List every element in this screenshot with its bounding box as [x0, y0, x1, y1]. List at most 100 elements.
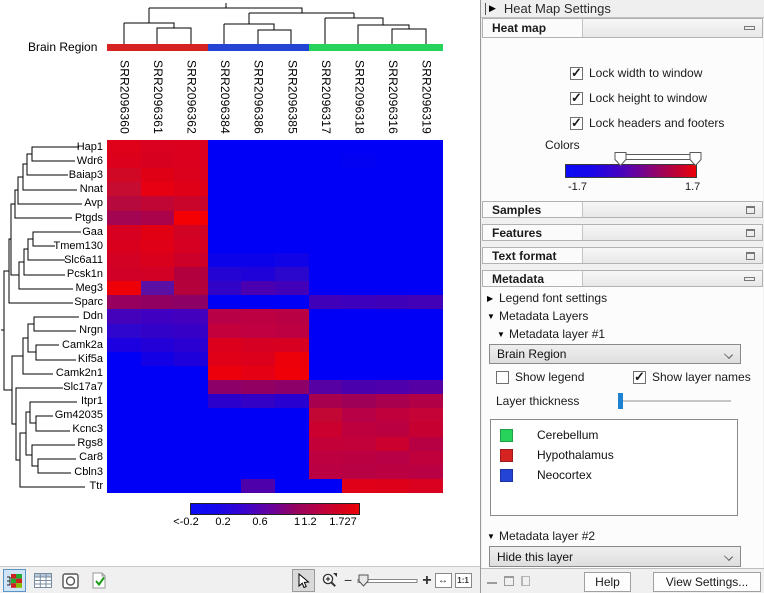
heatmap-cell	[308, 238, 343, 253]
table-view-button[interactable]	[31, 569, 54, 592]
metadata-layers-expander[interactable]: ▼ Metadata Layers	[487, 309, 588, 323]
heatmap-cell	[140, 337, 175, 352]
section-header-features[interactable]: Features	[482, 224, 763, 241]
panel-title: Heat Map Settings	[503, 1, 611, 16]
heatmap-cell	[241, 295, 275, 310]
legend-item[interactable]: Cerebellum	[491, 425, 737, 445]
fit-width-button[interactable]: ↔	[434, 573, 452, 588]
section-header-metadata[interactable]: Metadata	[482, 270, 763, 287]
metadata-layer2-expander[interactable]: ▼ Metadata layer #2	[487, 529, 595, 543]
sample-label: SRR2096384	[218, 60, 233, 135]
heatmap-cell	[241, 267, 275, 282]
element-info-view-button[interactable]	[87, 569, 110, 592]
help-button[interactable]: Help	[584, 572, 631, 592]
sample-label: SRR2096386	[251, 60, 266, 135]
zoom-slider[interactable]	[355, 573, 419, 589]
heatmap-cell	[140, 478, 175, 493]
heatmap-cell	[274, 422, 309, 437]
heatmap-cell	[308, 408, 343, 423]
gene-label: Itpr1	[80, 394, 103, 407]
heatmap-cell	[174, 323, 208, 338]
zoom-in-tool-button[interactable]	[318, 569, 341, 592]
legend-item[interactable]: Hypothalamus	[491, 445, 737, 465]
checkbox-label: Show layer names	[652, 370, 751, 384]
collapse-section-icon[interactable]	[744, 26, 755, 30]
checkbox-box[interactable]	[633, 369, 646, 385]
section-header-samples[interactable]: Samples	[482, 201, 763, 218]
section-header-text-format[interactable]: Text format	[482, 247, 763, 264]
zoom-out-icon[interactable]: −	[344, 572, 353, 588]
row-dendrogram	[1, 146, 85, 488]
expand-section-icon[interactable]	[746, 205, 755, 214]
history-view-button[interactable]	[59, 569, 82, 592]
layer-thickness-handle[interactable]	[618, 393, 623, 409]
heatmap-cell	[140, 295, 175, 310]
heatmap-cell	[207, 168, 242, 183]
heatmap-cell	[107, 351, 141, 366]
view-settings-button[interactable]: View Settings...	[653, 572, 761, 592]
checkbox-box[interactable]	[570, 115, 583, 131]
color-range-slider[interactable]	[481, 150, 764, 170]
legend-font-settings-expander[interactable]: ▶ Legend font settings	[487, 291, 607, 305]
layer-thickness-slider[interactable]	[618, 400, 731, 402]
gene-label: Sparc	[74, 296, 103, 309]
metadata-layer1-expander[interactable]: ▼ Metadata layer #1	[497, 327, 605, 341]
heatmap-cell	[308, 154, 343, 169]
heatmap-cell	[207, 267, 242, 282]
heatmap-cell	[241, 140, 275, 155]
heatmap-cell	[107, 323, 141, 338]
minimize-view-icon[interactable]	[487, 582, 497, 584]
zoom-slider-handle[interactable]	[358, 574, 369, 587]
heatmap-cell	[375, 478, 410, 493]
gradient-handle-high[interactable]	[689, 152, 702, 167]
heatmap-cell	[241, 281, 275, 296]
legend-item[interactable]: Neocortex	[491, 465, 737, 485]
heatmap-cell	[342, 408, 376, 423]
checkbox-box[interactable]	[570, 90, 583, 106]
checkbox-box[interactable]	[496, 370, 509, 384]
gene-label: Gm42035	[54, 409, 103, 422]
scale-tick-label: 0.6	[252, 516, 268, 528]
heatmap-cell	[241, 380, 275, 395]
collapse-section-icon[interactable]	[744, 276, 755, 281]
heatmap-cell	[342, 365, 376, 381]
checkbox-box[interactable]	[570, 65, 583, 81]
layer1-metadata-dropdown[interactable]: Brain Region	[489, 344, 741, 364]
maximize-view-icon[interactable]	[504, 576, 514, 586]
layer2-metadata-dropdown[interactable]: Hide this layer	[489, 546, 741, 567]
heatmap-cell	[140, 224, 175, 239]
section-header-heat-map[interactable]: Heat map	[482, 18, 763, 38]
side-panel-title-bar[interactable]: ▶ Heat Map Settings	[481, 0, 764, 18]
lock-headers-checkbox[interactable]: Lock headers and footers	[570, 115, 724, 131]
heatmap-view-button[interactable]	[3, 569, 26, 592]
heatmap-cell	[140, 408, 175, 423]
heatmap-cell	[274, 154, 309, 169]
lock-width-checkbox[interactable]: Lock width to window	[570, 65, 702, 81]
show-legend-checkbox[interactable]: Show legend	[496, 370, 584, 384]
heatmap-cell	[409, 182, 443, 197]
lock-height-checkbox[interactable]: Lock height to window	[570, 90, 707, 106]
gradient-handle-low[interactable]	[614, 152, 627, 167]
expand-section-icon[interactable]	[746, 228, 755, 237]
zoom-in-icon[interactable]: +	[422, 572, 432, 589]
show-layer-names-checkbox[interactable]: Show layer names	[633, 369, 751, 385]
scale-tick-label: <-0.2	[173, 516, 199, 528]
heatmap-cell	[241, 464, 275, 479]
heatmap-cell	[409, 450, 443, 465]
one-to-one-zoom-button[interactable]: 1:1	[454, 573, 472, 588]
cursor-icon	[298, 572, 310, 588]
annotation-row-label: Brain Region	[28, 40, 98, 54]
heatmap-cell	[107, 422, 141, 437]
brain-region-annotation-bar	[107, 44, 443, 51]
dock-view-icon[interactable]	[521, 576, 530, 586]
heatmap-cell	[241, 252, 275, 268]
heatmap-cell	[107, 154, 141, 169]
heatmap-cell	[107, 168, 141, 183]
heatmap-cell	[140, 154, 175, 169]
history-view-icon	[62, 572, 79, 589]
heatmap-cell	[308, 224, 343, 239]
expand-section-icon[interactable]	[746, 251, 755, 260]
heatmap-cell	[107, 436, 141, 451]
heatmap-cell	[409, 295, 443, 310]
selection-cursor-button[interactable]	[292, 569, 315, 592]
